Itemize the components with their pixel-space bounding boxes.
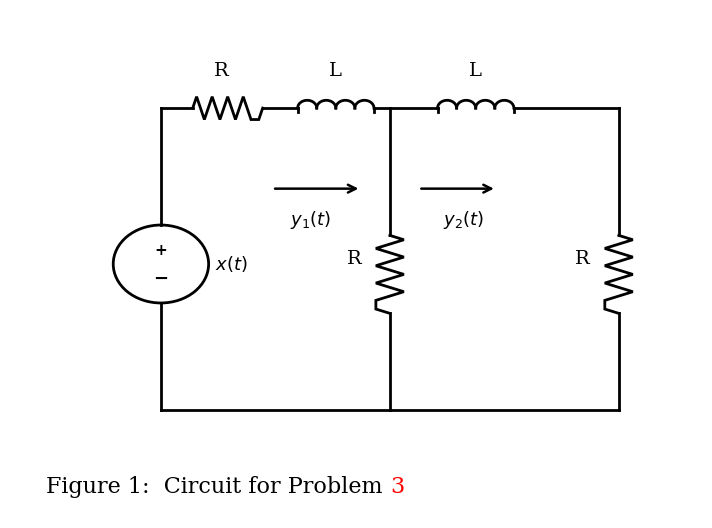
Text: $y_2(t)$: $y_2(t)$ bbox=[444, 210, 485, 231]
Text: R: R bbox=[575, 250, 590, 268]
Text: $y_1(t)$: $y_1(t)$ bbox=[290, 210, 331, 231]
Text: L: L bbox=[469, 62, 482, 80]
Text: L: L bbox=[330, 62, 342, 80]
Text: +: + bbox=[155, 243, 167, 258]
Text: R: R bbox=[214, 62, 229, 80]
Text: $x(t)$: $x(t)$ bbox=[215, 254, 248, 274]
Text: Figure 1:  Circuit for Problem: Figure 1: Circuit for Problem bbox=[46, 476, 390, 498]
Text: −: − bbox=[153, 270, 169, 288]
Text: R: R bbox=[347, 250, 361, 268]
Text: 3: 3 bbox=[390, 476, 404, 498]
